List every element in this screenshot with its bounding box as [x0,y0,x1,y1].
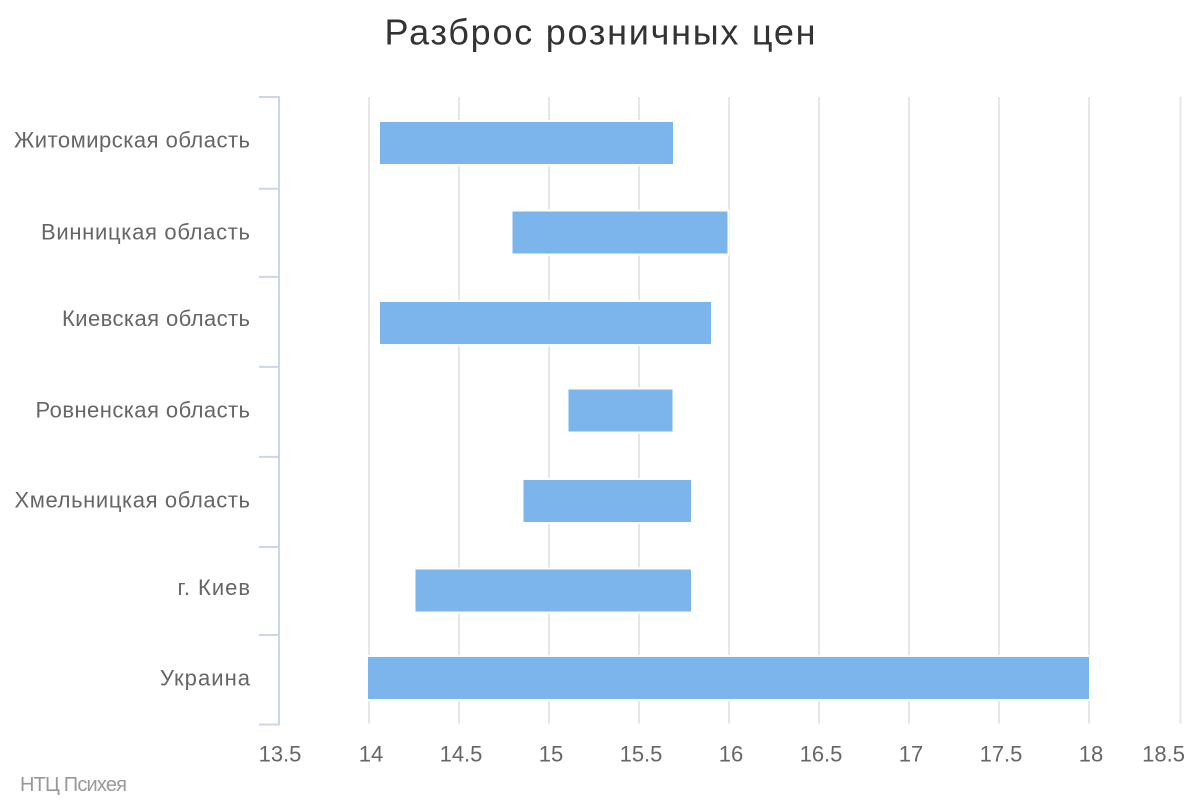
svg-text:Киевская область: Киевская область [62,306,250,331]
svg-text:17.5: 17.5 [980,742,1023,767]
svg-text:14.5: 14.5 [440,742,483,767]
svg-text:16: 16 [719,742,743,767]
svg-text:17: 17 [899,742,923,767]
svg-text:15: 15 [539,742,563,767]
svg-text:Разброс розничных цен: Разброс розничных цен [385,12,816,53]
svg-text:г. Киев: г. Киев [178,575,251,600]
svg-text:18.5: 18.5 [1142,742,1185,767]
svg-text:Житомирская область: Житомирская область [14,128,250,153]
svg-text:НТЦ Психея: НТЦ Психея [20,774,127,796]
svg-text:Украина: Украина [160,666,251,691]
svg-text:16.5: 16.5 [800,742,843,767]
svg-text:Хмельницкая область: Хмельницкая область [15,488,251,513]
svg-text:Ровненская область: Ровненская область [36,398,251,423]
svg-text:15.5: 15.5 [620,742,663,767]
svg-text:14: 14 [359,742,383,767]
svg-text:Винницкая область: Винницкая область [41,220,250,245]
svg-text:13.5: 13.5 [259,742,302,767]
svg-text:18: 18 [1079,742,1103,767]
